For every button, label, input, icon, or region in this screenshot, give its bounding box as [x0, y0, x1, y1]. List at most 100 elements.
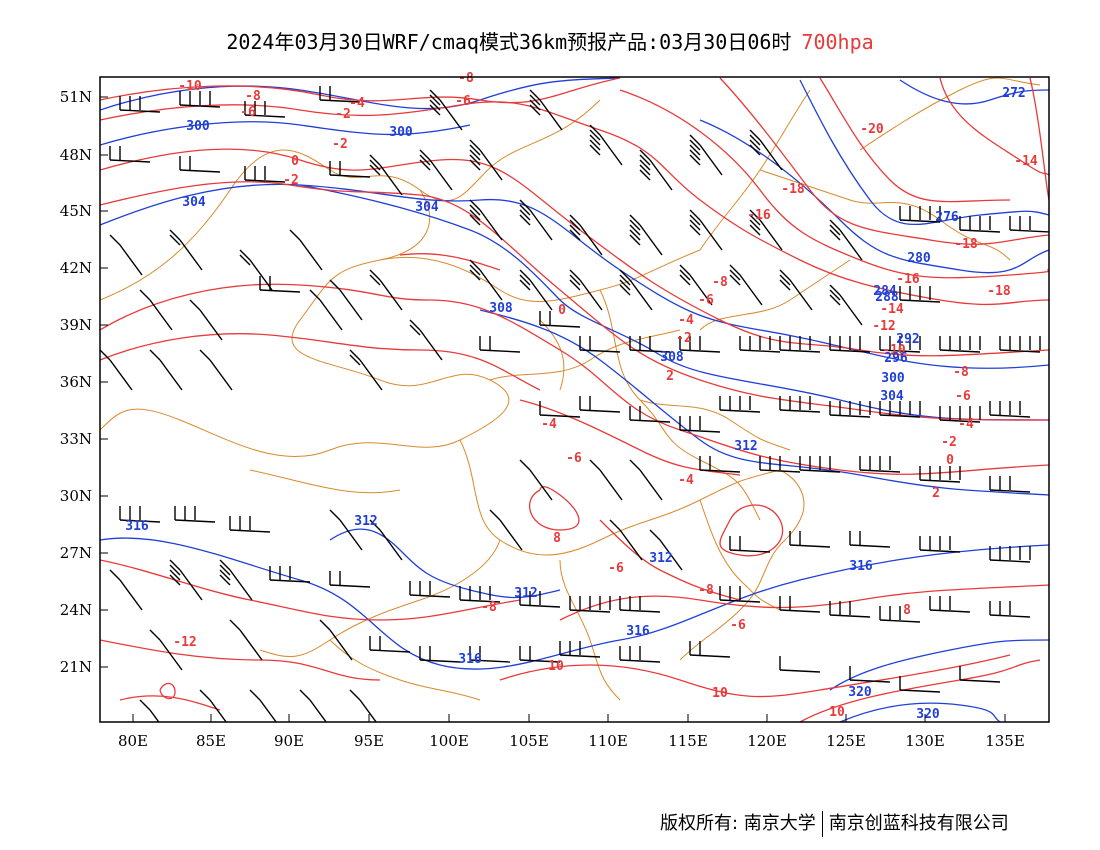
wind-barb-icon	[109, 569, 143, 611]
height-label: 300	[389, 125, 413, 140]
height-label: 312	[649, 551, 672, 566]
temperature-label: -16	[747, 208, 771, 223]
copyright-owner: 版权所有: 南京大学	[660, 813, 816, 834]
temperature-label: -18	[987, 284, 1011, 299]
wind-barb-icon	[609, 519, 643, 561]
wind-barb-icon	[619, 269, 653, 311]
temperature-label: 10	[548, 659, 564, 674]
wind-barb-icon	[779, 336, 821, 353]
wind-barb-icon	[469, 646, 511, 663]
temperature-label: -4	[678, 313, 694, 328]
temperature-label: -18	[781, 182, 805, 197]
wind-barb-icon	[369, 636, 411, 653]
wind-barb-icon	[519, 269, 553, 311]
temperature-label: -10	[178, 79, 202, 94]
temperature-label: -20	[860, 122, 884, 137]
wind-barb-icon	[519, 459, 553, 501]
temperature-label: -4	[541, 417, 557, 432]
temperature-contours	[100, 77, 1049, 722]
wind-barb-icon	[829, 336, 871, 353]
height-label: 276	[935, 210, 959, 225]
chart-title: 2024年03月30日WRF/cmaq模式36km预报产品:03月30日06时 7…	[0, 26, 1100, 55]
wind-barb-icon	[779, 269, 813, 311]
wind-barb-icon	[179, 91, 221, 108]
height-label: 304	[415, 200, 439, 215]
wind-barb-icon	[899, 676, 941, 693]
wind-barb-icon	[249, 689, 278, 722]
temperature-label: 0	[946, 453, 954, 468]
temperature-labels: -10-8-6-4-2-20-2-8-6-20-18-16-18-14-16-1…	[173, 71, 1038, 720]
wind-barb-icon	[539, 311, 581, 328]
wind-barb-icon	[569, 269, 603, 311]
wind-barb-icon	[729, 264, 763, 306]
temperature-label: -2	[335, 107, 351, 122]
wind-barb-icon	[239, 249, 273, 291]
temperature-label: 2	[666, 369, 674, 384]
temperature-label: -12	[173, 635, 196, 650]
wind-barb-icon	[719, 396, 761, 413]
wind-barb-icon	[409, 319, 443, 361]
wind-barb-icon	[589, 124, 623, 166]
wind-barb-icon	[789, 531, 831, 548]
temperature-label: -8	[245, 89, 261, 104]
height-label: 300	[881, 371, 905, 386]
wind-barb-icon	[539, 401, 581, 418]
wind-barb-icon	[169, 229, 203, 271]
height-label: 280	[907, 251, 931, 266]
wind-barb-icon	[109, 146, 151, 163]
wind-barb-icon	[779, 396, 821, 413]
temperature-label: -6	[955, 389, 971, 404]
temperature-label: -6	[240, 105, 256, 120]
x-tick-label: 125E	[826, 732, 866, 750]
wind-barb-icon	[189, 299, 223, 341]
height-label: 320	[916, 707, 940, 722]
wind-barb-icon	[629, 406, 671, 423]
wind-barb-icon	[419, 646, 461, 663]
wind-barb-icon	[939, 336, 981, 353]
wind-barb-icon	[989, 401, 1031, 418]
copyright-partner: 南京创蓝科技有限公司	[828, 813, 1009, 834]
wind-barb-icon	[689, 134, 723, 176]
wind-barb-icon	[100, 349, 133, 391]
wind-barb-icon	[429, 89, 463, 131]
wind-barb-icon	[269, 566, 311, 583]
wind-barb-icon	[174, 506, 216, 523]
wind-barb-icon	[939, 406, 981, 423]
wind-barb-icon	[829, 401, 871, 418]
footer-separator	[821, 811, 823, 837]
x-tick-label: 100E	[429, 732, 469, 750]
wind-barb-icon	[349, 349, 383, 391]
height-label: 304	[880, 389, 904, 404]
height-label: 316	[626, 624, 650, 639]
height-label: 296	[884, 351, 908, 366]
wind-barb-icon	[219, 559, 253, 601]
wind-barb-icon	[459, 586, 501, 603]
y-tick-label: 48N	[60, 146, 92, 164]
x-tick-label: 110E	[588, 732, 628, 750]
wind-barb-icon	[719, 586, 761, 603]
wind-barb-icon	[369, 269, 403, 311]
y-tick-label: 39N	[60, 316, 92, 334]
wind-barb-icon	[799, 456, 841, 473]
x-tick-label: 105E	[509, 732, 549, 750]
wind-barb-icon	[689, 209, 723, 251]
height-label: 308	[660, 350, 684, 365]
wind-barb-icon	[759, 456, 801, 473]
wind-barb-icon	[779, 596, 821, 613]
height-label: 316	[125, 519, 149, 534]
wind-barb-icon	[559, 641, 601, 658]
y-tick-label: 42N	[60, 259, 92, 277]
wind-barb-icon	[349, 689, 378, 722]
y-tick-label: 36N	[60, 373, 92, 391]
wind-barb-icon	[329, 509, 363, 551]
map-frame	[99, 76, 1050, 723]
wind-barb-icon	[899, 286, 941, 303]
temperature-label: -4	[349, 96, 365, 111]
x-tick-label: 90E	[274, 732, 304, 750]
x-tick-label: 120E	[747, 732, 787, 750]
wind-barb-icon	[899, 206, 941, 223]
height-label: 312	[514, 586, 537, 601]
wind-barb-icon	[244, 101, 286, 118]
wind-barb-icon	[109, 234, 143, 276]
wind-barb-icon	[329, 571, 371, 588]
